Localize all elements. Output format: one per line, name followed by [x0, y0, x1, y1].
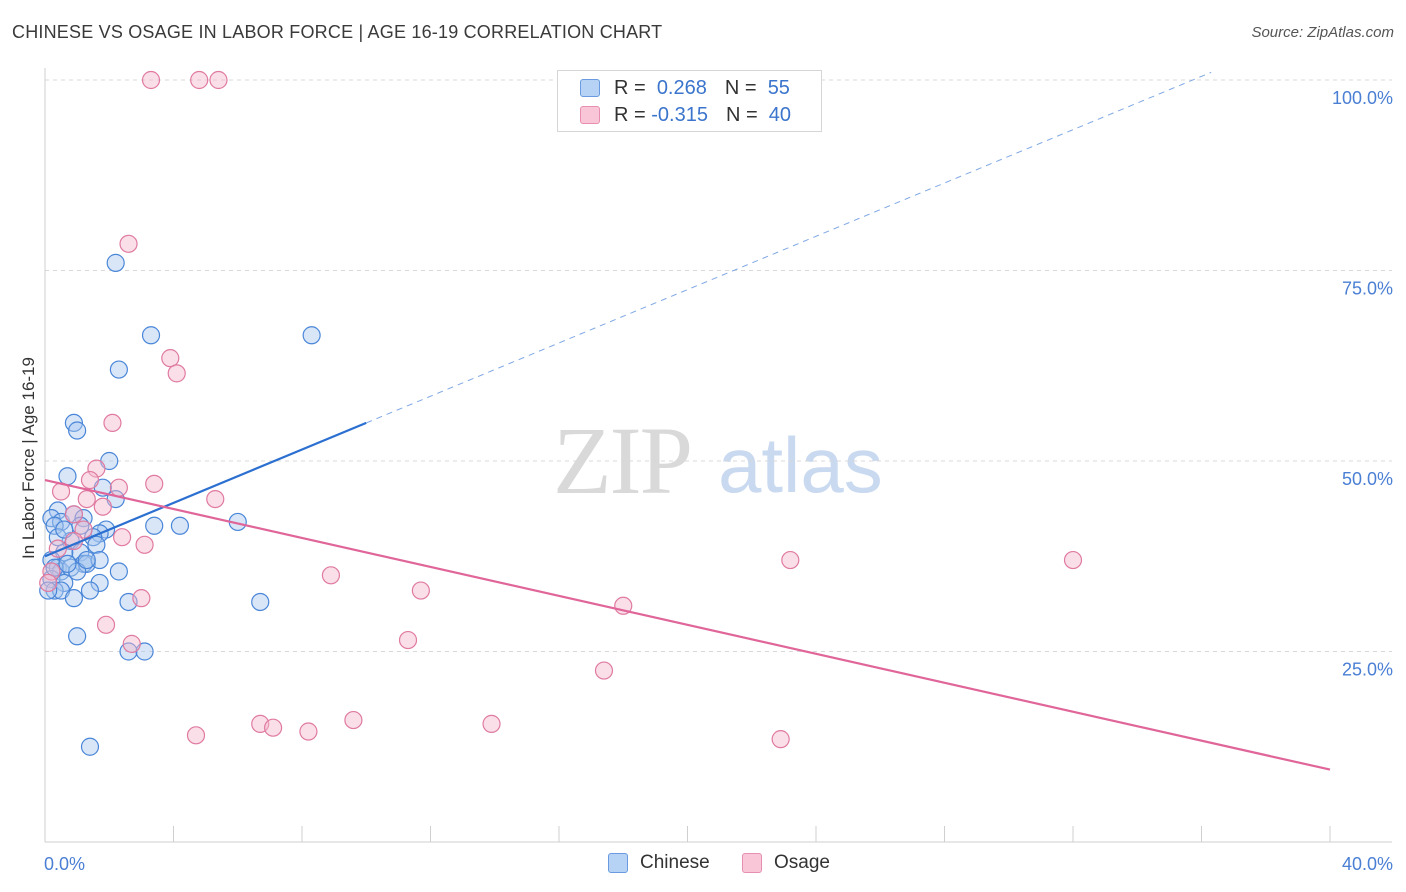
legend-n-label: N = [725, 103, 758, 126]
grid-lines [45, 79, 1392, 652]
osage-point [344, 710, 363, 730]
chinese-point [109, 360, 128, 379]
osage-point [96, 615, 116, 634]
chinese-point [80, 581, 100, 600]
osage-point [1063, 550, 1083, 570]
osage-point [103, 413, 122, 432]
trend-lines [44, 71, 1331, 771]
osage-point [112, 528, 132, 547]
osage-point [781, 550, 800, 570]
osage-swatch [580, 106, 600, 124]
osage-point [398, 630, 418, 650]
chinese-point [109, 562, 128, 581]
chinese-point [45, 581, 64, 600]
legend-item-osage: Osage [742, 852, 830, 874]
chinese-point [80, 737, 100, 756]
osage-point [482, 714, 501, 733]
legend-n-label: N = [724, 76, 757, 99]
chinese-point [141, 326, 161, 345]
osage-point [771, 730, 790, 749]
chinese-point [145, 516, 164, 535]
legend-row-osage: R = -0.315 N = 40 [580, 102, 791, 128]
chart-title: CHINESE VS OSAGE IN LABOR FORCE | AGE 16… [12, 22, 663, 42]
osage-point [411, 581, 430, 600]
osage-point [39, 573, 58, 593]
legend-r-label: R = [614, 103, 646, 126]
series-osage-points [39, 70, 1083, 749]
y-axis-title: In Labor Force | Age 16-19 [19, 357, 38, 559]
osage-point [145, 474, 164, 493]
osage-point [64, 505, 84, 524]
chinese-point [90, 573, 109, 593]
osage-point [186, 726, 206, 745]
axis-labels: 25.0% 50.0% 75.0% 100.0% 0.0% 40.0% In Labor F… [19, 88, 1393, 874]
legend-n-value: 40 [768, 103, 792, 126]
osage-point [141, 70, 161, 90]
legend-n-value: 55 [767, 76, 790, 99]
chinese-point [58, 554, 77, 573]
chinese-point [58, 467, 77, 486]
chinese-point [68, 421, 87, 440]
chinese-swatch [580, 79, 600, 97]
legend-item-chinese: Chinese [608, 852, 710, 874]
chinese-point [64, 589, 84, 608]
osage-point [299, 722, 318, 741]
y-tick-label: 75.0% [1342, 279, 1393, 299]
osage-point [161, 349, 180, 368]
osage-point [93, 497, 112, 516]
chinese-point [90, 550, 109, 570]
chinese-point [106, 253, 125, 272]
osage-point [209, 70, 228, 90]
x-tick-label: 40.0% [1342, 854, 1393, 874]
osage-point [190, 70, 209, 90]
chinese-point [45, 516, 64, 535]
osage-point [167, 364, 186, 383]
source-label: Source: ZipAtlas.com [1251, 24, 1394, 41]
chinese-point [87, 535, 106, 554]
osage-point [321, 566, 341, 585]
legend-r-value: 0.268 [656, 76, 707, 99]
chinese-point [251, 592, 270, 612]
legend-row-chinese: R = 0.268 N = 55 [580, 75, 790, 101]
chinese-point [68, 627, 87, 646]
osage-point [594, 661, 614, 680]
osage-point [42, 562, 61, 581]
osage-point [87, 459, 106, 478]
y-tick-label: 25.0% [1342, 660, 1393, 680]
chinese-point [71, 543, 90, 562]
series-legend: Chinese Osage [0, 852, 1406, 878]
chinese-point [302, 326, 321, 345]
chinese-trend-extension [366, 71, 1212, 424]
series-chinese-points [39, 253, 321, 756]
correlation-legend: R = 0.268 N = 55 R = -0.315 N = 40 [557, 70, 822, 132]
chinese-point [77, 550, 96, 570]
osage-point [132, 589, 151, 608]
osage-point [206, 490, 225, 509]
chinese-point [170, 516, 190, 535]
legend-label-chinese: Chinese [640, 852, 710, 873]
legend-r-label: R = [614, 76, 646, 99]
chinese-trend-line [44, 421, 367, 558]
osage-point [119, 234, 138, 253]
osage-point [77, 490, 96, 509]
osage-point [80, 470, 100, 490]
legend-label-osage: Osage [774, 852, 830, 873]
legend-r-value: -0.315 [651, 103, 708, 126]
chinese-swatch [608, 853, 628, 873]
watermark-atlas: atlas [718, 421, 883, 509]
osage-point [109, 478, 128, 497]
osage-point [263, 718, 283, 737]
osage-point [122, 634, 141, 653]
chinese-point [39, 581, 58, 600]
y-tick-label: 100.0% [1332, 88, 1393, 108]
osage-swatch [742, 853, 762, 873]
axes [44, 68, 1392, 843]
x-tick-label: 0.0% [44, 854, 85, 874]
y-tick-label: 50.0% [1342, 469, 1393, 489]
osage-trend-line [44, 478, 1331, 771]
osage-point [135, 535, 154, 554]
